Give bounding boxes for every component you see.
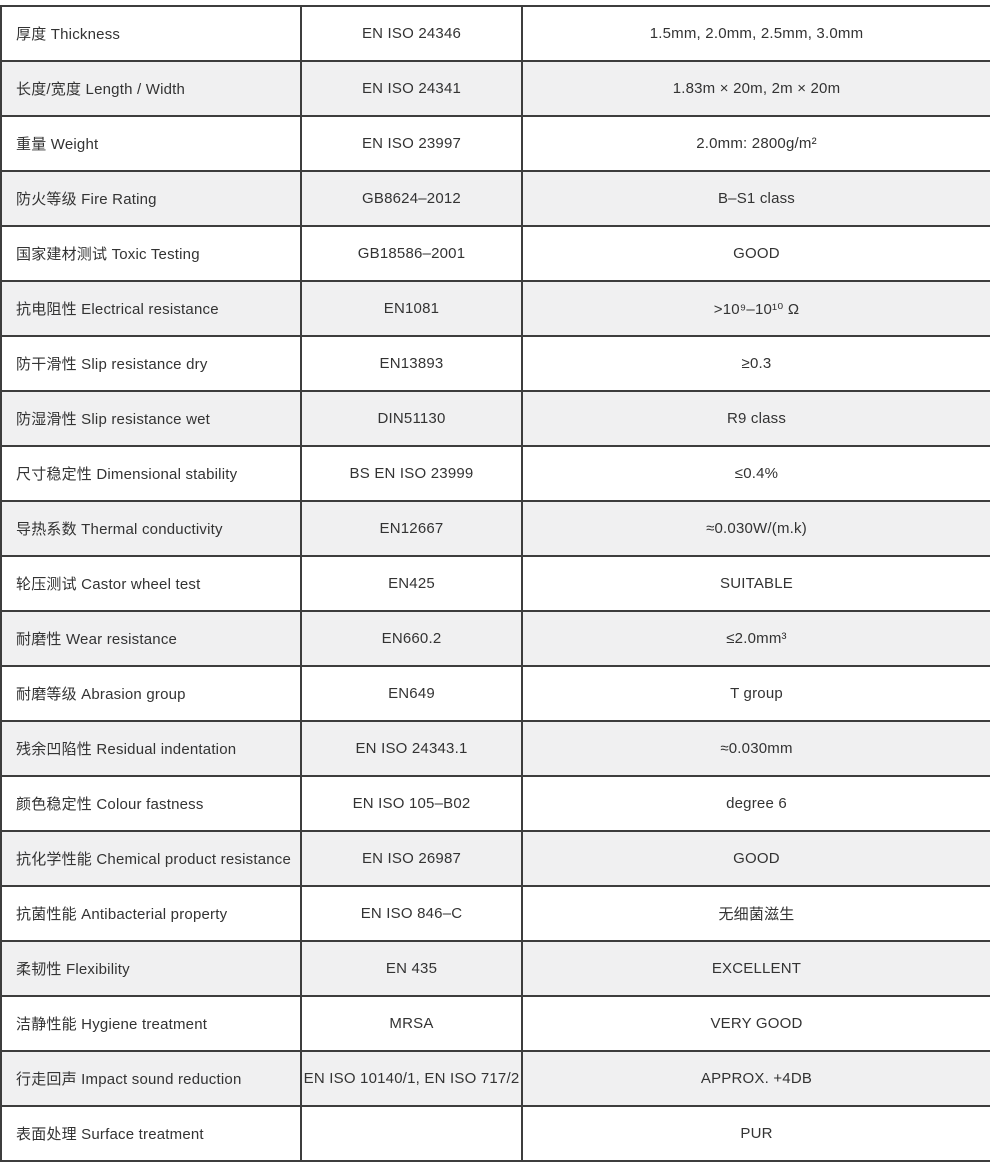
table-row: 柔韧性 Flexibility EN 435 EXCELLENT <box>0 940 990 997</box>
table-row: 残余凹陷性 Residual indentation EN ISO 24343.… <box>0 720 990 777</box>
value-cell: ≤2.0mm³ <box>521 610 990 667</box>
property-cell: 国家建材测试 Toxic Testing <box>0 225 302 282</box>
property-cell: 抗电阻性 Electrical resistance <box>0 280 302 337</box>
standard-cell: EN660.2 <box>300 610 523 667</box>
table-row: 表面处理 Surface treatment PUR <box>0 1105 990 1162</box>
table-row: 重量 Weight EN ISO 23997 2.0mm: 2800g/m² <box>0 115 990 172</box>
table-row: 轮压测试 Castor wheel test EN425 SUITABLE <box>0 555 990 612</box>
property-cell: 防干滑性 Slip resistance dry <box>0 335 302 392</box>
property-cell: 抗菌性能 Antibacterial property <box>0 885 302 942</box>
standard-cell: EN ISO 105–B02 <box>300 775 523 832</box>
property-cell: 柔韧性 Flexibility <box>0 940 302 997</box>
standard-cell: EN13893 <box>300 335 523 392</box>
value-cell: 2.0mm: 2800g/m² <box>521 115 990 172</box>
table-row: 耐磨性 Wear resistance EN660.2 ≤2.0mm³ <box>0 610 990 667</box>
table-row: 防湿滑性 Slip resistance wet DIN51130 R9 cla… <box>0 390 990 447</box>
property-cell: 残余凹陷性 Residual indentation <box>0 720 302 777</box>
standard-cell: EN 435 <box>300 940 523 997</box>
value-cell: ≥0.3 <box>521 335 990 392</box>
property-cell: 颜色稳定性 Colour fastness <box>0 775 302 832</box>
table-row: 导热系数 Thermal conductivity EN12667 ≈0.030… <box>0 500 990 557</box>
standard-cell: EN ISO 846–C <box>300 885 523 942</box>
table-row: 长度/宽度 Length / Width EN ISO 24341 1.83m … <box>0 60 990 117</box>
value-cell: >10⁹–10¹⁰ Ω <box>521 280 990 337</box>
standard-cell: EN ISO 10140/1, EN ISO 717/2 <box>300 1050 523 1107</box>
value-cell: PUR <box>521 1105 990 1162</box>
value-cell: R9 class <box>521 390 990 447</box>
standard-cell: BS EN ISO 23999 <box>300 445 523 502</box>
property-cell: 行走回声 Impact sound reduction <box>0 1050 302 1107</box>
value-cell: ≤0.4% <box>521 445 990 502</box>
value-cell: B–S1 class <box>521 170 990 227</box>
table-row: 颜色稳定性 Colour fastness EN ISO 105–B02 deg… <box>0 775 990 832</box>
table-row: 防火等级 Fire Rating GB8624–2012 B–S1 class <box>0 170 990 227</box>
property-cell: 耐磨等级 Abrasion group <box>0 665 302 722</box>
value-cell: 1.5mm, 2.0mm, 2.5mm, 3.0mm <box>521 5 990 62</box>
value-cell: T group <box>521 665 990 722</box>
value-cell: GOOD <box>521 830 990 887</box>
value-cell: ≈0.030W/(m.k) <box>521 500 990 557</box>
table-row: 抗菌性能 Antibacterial property EN ISO 846–C… <box>0 885 990 942</box>
standard-cell: MRSA <box>300 995 523 1052</box>
table-row: 抗电阻性 Electrical resistance EN1081 >10⁹–1… <box>0 280 990 337</box>
standard-cell: EN ISO 24343.1 <box>300 720 523 777</box>
table-row: 洁静性能 Hygiene treatment MRSA VERY GOOD <box>0 995 990 1052</box>
value-cell: SUITABLE <box>521 555 990 612</box>
standard-cell: GB18586–2001 <box>300 225 523 282</box>
property-cell: 洁静性能 Hygiene treatment <box>0 995 302 1052</box>
spec-table: 厚度 Thickness EN ISO 24346 1.5mm, 2.0mm, … <box>0 5 990 1162</box>
property-cell: 轮压测试 Castor wheel test <box>0 555 302 612</box>
value-cell: degree 6 <box>521 775 990 832</box>
property-cell: 导热系数 Thermal conductivity <box>0 500 302 557</box>
table-row: 行走回声 Impact sound reduction EN ISO 10140… <box>0 1050 990 1107</box>
table-row: 国家建材测试 Toxic Testing GB18586–2001 GOOD <box>0 225 990 282</box>
value-cell: APPROX. +4DB <box>521 1050 990 1107</box>
standard-cell: EN ISO 24341 <box>300 60 523 117</box>
value-cell: VERY GOOD <box>521 995 990 1052</box>
standard-cell: EN ISO 23997 <box>300 115 523 172</box>
table-row: 防干滑性 Slip resistance dry EN13893 ≥0.3 <box>0 335 990 392</box>
property-cell: 重量 Weight <box>0 115 302 172</box>
table-row: 厚度 Thickness EN ISO 24346 1.5mm, 2.0mm, … <box>0 5 990 62</box>
property-cell: 厚度 Thickness <box>0 5 302 62</box>
standard-cell: EN12667 <box>300 500 523 557</box>
standard-cell <box>300 1105 523 1162</box>
standard-cell: DIN51130 <box>300 390 523 447</box>
property-cell: 耐磨性 Wear resistance <box>0 610 302 667</box>
table-row: 抗化学性能 Chemical product resistance EN ISO… <box>0 830 990 887</box>
value-cell: GOOD <box>521 225 990 282</box>
property-cell: 防湿滑性 Slip resistance wet <box>0 390 302 447</box>
standard-cell: EN1081 <box>300 280 523 337</box>
value-cell: EXCELLENT <box>521 940 990 997</box>
standard-cell: EN425 <box>300 555 523 612</box>
table-row: 耐磨等级 Abrasion group EN649 T group <box>0 665 990 722</box>
table-row: 尺寸稳定性 Dimensional stability BS EN ISO 23… <box>0 445 990 502</box>
standard-cell: EN649 <box>300 665 523 722</box>
value-cell: ≈0.030mm <box>521 720 990 777</box>
property-cell: 防火等级 Fire Rating <box>0 170 302 227</box>
standard-cell: EN ISO 24346 <box>300 5 523 62</box>
value-cell: 1.83m × 20m, 2m × 20m <box>521 60 990 117</box>
property-cell: 抗化学性能 Chemical product resistance <box>0 830 302 887</box>
property-cell: 表面处理 Surface treatment <box>0 1105 302 1162</box>
value-cell: 无细菌滋生 <box>521 885 990 942</box>
standard-cell: EN ISO 26987 <box>300 830 523 887</box>
property-cell: 长度/宽度 Length / Width <box>0 60 302 117</box>
standard-cell: GB8624–2012 <box>300 170 523 227</box>
property-cell: 尺寸稳定性 Dimensional stability <box>0 445 302 502</box>
